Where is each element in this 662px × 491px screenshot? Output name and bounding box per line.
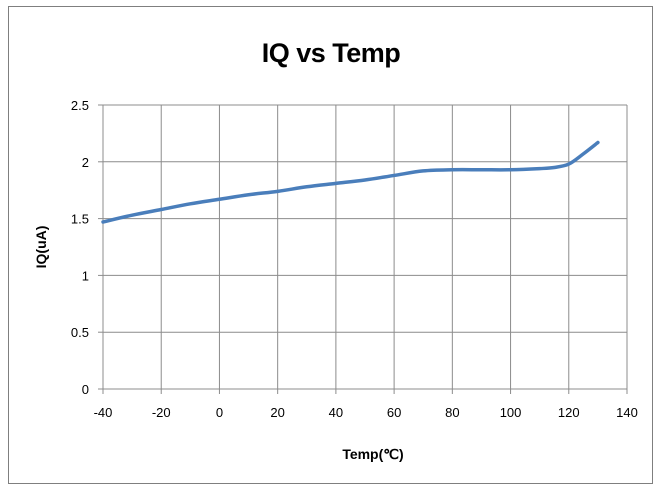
x-tick-label: -40	[94, 405, 113, 420]
series-group	[101, 140, 600, 224]
y-tick-label: 2	[82, 155, 89, 170]
x-tick-label: 0	[216, 405, 223, 420]
x-tick-label: 140	[616, 405, 638, 420]
x-tick-label: 100	[500, 405, 522, 420]
x-tick-label: -20	[152, 405, 171, 420]
x-axis-label: Temp(℃)	[342, 446, 403, 462]
chart-title: IQ vs Temp	[261, 38, 401, 68]
x-tick-label: 40	[329, 405, 343, 420]
y-tick-label: 2.5	[71, 98, 89, 113]
y-tick-label: 0.5	[71, 325, 89, 340]
x-tick-label: 120	[558, 405, 580, 420]
x-tick-label: 60	[387, 405, 401, 420]
y-tick-label: 1.5	[71, 212, 89, 227]
series-line	[101, 140, 600, 224]
y-tick-label: 0	[82, 382, 89, 397]
axes	[98, 104, 628, 394]
x-tick-label: 20	[270, 405, 284, 420]
y-axis-label: IQ(uA)	[33, 226, 49, 269]
x-tick-labels: -40 -20 0 20 40 60 80 100 120 140	[94, 405, 638, 420]
gridlines	[103, 104, 628, 389]
x-tick-label: 80	[445, 405, 459, 420]
y-tick-labels: 0 0.5 1 1.5 2 2.5	[71, 98, 89, 397]
y-tick-label: 1	[82, 268, 89, 283]
chart-frame	[8, 6, 653, 484]
